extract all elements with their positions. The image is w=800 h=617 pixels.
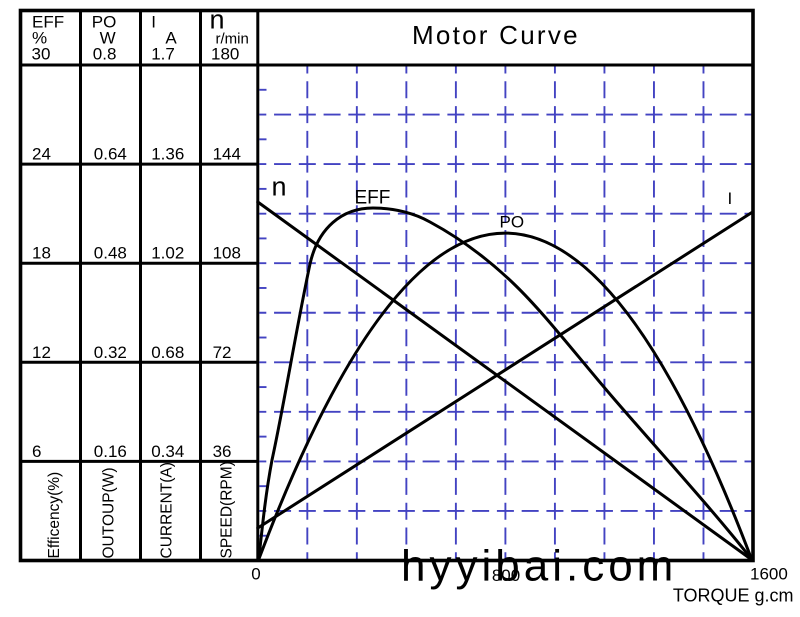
svg-text:800: 800 — [492, 566, 520, 585]
svg-text:1600: 1600 — [750, 565, 788, 584]
svg-text:PO: PO — [92, 13, 117, 32]
svg-text:hyyibai.com: hyyibai.com — [401, 542, 677, 591]
svg-text:108: 108 — [213, 244, 241, 263]
svg-text:EFF: EFF — [32, 13, 64, 32]
svg-text:n: n — [210, 5, 225, 35]
svg-text:r/min: r/min — [216, 31, 249, 48]
svg-text:0.68: 0.68 — [151, 343, 184, 362]
svg-text:1.7: 1.7 — [151, 45, 175, 64]
svg-text:SPEED(RPM): SPEED(RPM) — [219, 461, 236, 558]
svg-text:%: % — [32, 29, 47, 48]
svg-text:0.64: 0.64 — [94, 145, 127, 164]
svg-text:180: 180 — [211, 45, 239, 64]
svg-text:PO: PO — [500, 213, 525, 232]
svg-text:I: I — [151, 13, 156, 32]
svg-text:12: 12 — [32, 343, 51, 362]
svg-text:72: 72 — [213, 343, 232, 362]
svg-text:0.34: 0.34 — [151, 442, 184, 461]
svg-text:Motor Curve: Motor Curve — [412, 20, 580, 50]
svg-text:24: 24 — [32, 145, 51, 164]
svg-text:Efficency(%): Efficency(%) — [46, 472, 63, 559]
svg-text:EFF: EFF — [355, 188, 391, 209]
svg-text:30: 30 — [32, 45, 51, 64]
svg-text:144: 144 — [213, 145, 241, 164]
svg-text:0.32: 0.32 — [94, 343, 127, 362]
svg-text:TORQUE g.cm: TORQUE g.cm — [673, 586, 794, 606]
svg-text:6: 6 — [32, 442, 41, 461]
svg-text:36: 36 — [213, 442, 232, 461]
svg-text:0.8: 0.8 — [93, 45, 117, 64]
svg-text:W: W — [100, 29, 116, 48]
svg-text:n: n — [272, 172, 287, 202]
svg-text:0.16: 0.16 — [94, 442, 127, 461]
svg-text:18: 18 — [32, 244, 51, 263]
svg-text:CURRENT(A): CURRENT(A) — [159, 462, 176, 558]
svg-text:0.48: 0.48 — [94, 244, 127, 263]
svg-text:OUTOUP(W): OUTOUP(W) — [101, 468, 118, 559]
svg-text:1.02: 1.02 — [151, 244, 184, 263]
svg-text:0: 0 — [251, 565, 260, 584]
svg-text:A: A — [165, 29, 177, 48]
svg-text:1.36: 1.36 — [151, 145, 184, 164]
svg-text:I: I — [728, 189, 733, 208]
